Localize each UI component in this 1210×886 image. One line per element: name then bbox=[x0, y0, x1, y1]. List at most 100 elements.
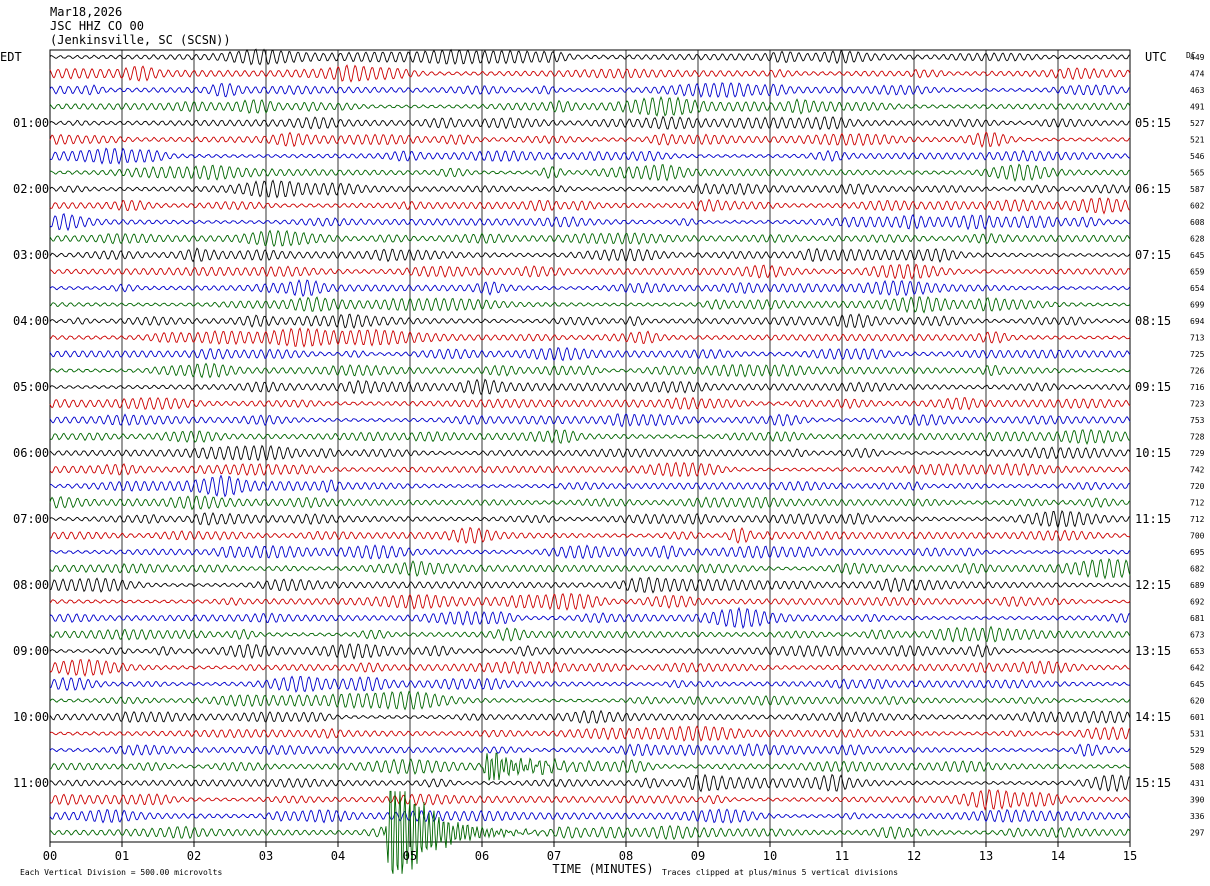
trace-line-15 bbox=[49, 296, 1131, 314]
trace-line-26 bbox=[49, 474, 1131, 498]
dc-offset-label: 713 bbox=[1190, 334, 1205, 343]
dc-offset-label: 725 bbox=[1190, 350, 1205, 359]
dc-offset-label: 491 bbox=[1190, 103, 1205, 112]
scale-note: Each Vertical Division = 500.00 microvol… bbox=[20, 868, 222, 877]
dc-offset-label: 431 bbox=[1190, 779, 1205, 788]
trace-line-36 bbox=[49, 643, 1131, 660]
edt-hour-label: 10:00 bbox=[13, 710, 49, 724]
x-tick-label: 00 bbox=[43, 849, 57, 863]
dc-offset-label: 620 bbox=[1190, 697, 1205, 706]
dc-offset-label: 587 bbox=[1190, 185, 1205, 194]
utc-hour-label: 12:15 bbox=[1135, 578, 1171, 592]
trace-line-21 bbox=[49, 396, 1131, 411]
trace-line-27 bbox=[49, 495, 1131, 511]
edt-hour-label: 08:00 bbox=[13, 578, 49, 592]
x-tick-label: 15 bbox=[1123, 849, 1137, 863]
trace-line-2 bbox=[49, 82, 1131, 98]
trace-line-18 bbox=[49, 346, 1131, 362]
trace-line-14 bbox=[49, 279, 1131, 298]
dc-label: DC bbox=[1186, 51, 1196, 60]
dc-offset-label: 608 bbox=[1190, 218, 1205, 227]
utc-hour-label: 06:15 bbox=[1135, 182, 1171, 196]
trace-line-6 bbox=[49, 147, 1131, 165]
dc-offset-label: 681 bbox=[1190, 614, 1205, 623]
trace-line-3 bbox=[49, 95, 1131, 117]
trace-line-35 bbox=[49, 625, 1131, 643]
trace-line-28 bbox=[49, 510, 1131, 529]
trace-line-1 bbox=[49, 64, 1131, 83]
utc-hour-label: 08:15 bbox=[1135, 314, 1171, 328]
dc-offset-label: 692 bbox=[1190, 598, 1205, 607]
trace-line-44 bbox=[49, 773, 1131, 793]
edt-axis-label: EDT bbox=[0, 50, 22, 64]
utc-hour-label: 13:15 bbox=[1135, 644, 1171, 658]
trace-line-39 bbox=[49, 690, 1131, 711]
trace-line-47 bbox=[49, 790, 1131, 874]
edt-hour-label: 07:00 bbox=[13, 512, 49, 526]
utc-hour-label: 15:15 bbox=[1135, 776, 1171, 790]
x-tick-label: 06 bbox=[475, 849, 489, 863]
dc-offset-label: 695 bbox=[1190, 548, 1205, 557]
x-tick-label: 14 bbox=[1051, 849, 1065, 863]
trace-line-38 bbox=[49, 675, 1131, 693]
dc-offset-label: 463 bbox=[1190, 86, 1205, 95]
utc-axis-label: UTC bbox=[1145, 50, 1167, 64]
dc-offset-label: 297 bbox=[1190, 829, 1205, 838]
dc-offset-label: 527 bbox=[1190, 119, 1205, 128]
dc-offset-label: 601 bbox=[1190, 713, 1205, 722]
dc-offset-label: 682 bbox=[1190, 565, 1205, 574]
dc-offset-label: 474 bbox=[1190, 70, 1205, 79]
x-tick-label: 04 bbox=[331, 849, 345, 863]
utc-hour-label: 11:15 bbox=[1135, 512, 1171, 526]
edt-hour-label: 03:00 bbox=[13, 248, 49, 262]
dc-offset-label: 628 bbox=[1190, 235, 1205, 244]
station-label: JSC HHZ CO 00 bbox=[50, 19, 144, 33]
trace-line-9 bbox=[49, 197, 1131, 215]
edt-hour-label: 06:00 bbox=[13, 446, 49, 460]
trace-line-10 bbox=[49, 213, 1131, 232]
x-tick-label: 13 bbox=[979, 849, 993, 863]
trace-line-31 bbox=[49, 557, 1131, 580]
trace-line-11 bbox=[49, 229, 1131, 247]
trace-line-32 bbox=[49, 576, 1131, 594]
dc-offset-label: 521 bbox=[1190, 136, 1205, 145]
x-tick-label: 12 bbox=[907, 849, 921, 863]
trace-line-42 bbox=[49, 743, 1131, 757]
dc-offset-label: 723 bbox=[1190, 400, 1205, 409]
x-tick-label: 05 bbox=[403, 849, 417, 863]
dc-offset-label: 729 bbox=[1190, 449, 1205, 458]
dc-offset-label: 449 bbox=[1190, 53, 1205, 62]
utc-hour-label: 14:15 bbox=[1135, 710, 1171, 724]
dc-offset-label: 645 bbox=[1190, 251, 1205, 260]
dc-offset-label: 645 bbox=[1190, 680, 1205, 689]
trace-line-12 bbox=[49, 247, 1131, 263]
trace-line-40 bbox=[49, 709, 1131, 724]
edt-hour-label: 02:00 bbox=[13, 182, 49, 196]
dc-offset-label: 565 bbox=[1190, 169, 1205, 178]
dc-offset-label: 390 bbox=[1190, 796, 1205, 805]
dc-offset-label: 529 bbox=[1190, 746, 1205, 755]
dc-offset-label: 694 bbox=[1190, 317, 1205, 326]
trace-line-24 bbox=[49, 444, 1131, 462]
trace-line-8 bbox=[49, 179, 1131, 199]
dc-offset-label: 700 bbox=[1190, 532, 1205, 541]
date-label: Mar18,2026 bbox=[50, 5, 123, 19]
edt-hour-label: 05:00 bbox=[13, 380, 49, 394]
dc-offset-label: 602 bbox=[1190, 202, 1205, 211]
dc-offset-label: 753 bbox=[1190, 416, 1205, 425]
dc-offset-label: 508 bbox=[1190, 763, 1205, 772]
x-tick-label: 07 bbox=[547, 849, 561, 863]
trace-line-25 bbox=[49, 461, 1131, 478]
trace-line-29 bbox=[49, 526, 1131, 544]
trace-line-41 bbox=[49, 725, 1131, 742]
plot-grid bbox=[49, 49, 1131, 847]
x-tick-label: 09 bbox=[691, 849, 705, 863]
dc-offset-label: 716 bbox=[1190, 383, 1205, 392]
trace-line-33 bbox=[49, 592, 1131, 611]
dc-offset-label: 742 bbox=[1190, 466, 1205, 475]
dc-offset-label: 728 bbox=[1190, 433, 1205, 442]
utc-hour-label: 09:15 bbox=[1135, 380, 1171, 394]
location-label: (Jenkinsville, SC (SCSN)) bbox=[50, 33, 231, 47]
utc-hour-label: 10:15 bbox=[1135, 446, 1171, 460]
